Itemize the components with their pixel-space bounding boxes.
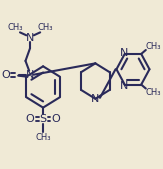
Text: O: O — [52, 114, 60, 124]
Text: O: O — [26, 114, 35, 124]
Text: CH₃: CH₃ — [8, 23, 23, 32]
Text: S: S — [39, 114, 47, 124]
Text: N: N — [120, 48, 128, 58]
Text: N: N — [26, 33, 34, 43]
Text: CH₃: CH₃ — [35, 133, 51, 142]
Text: CH₃: CH₃ — [37, 23, 52, 32]
Text: N: N — [120, 81, 128, 91]
Text: N: N — [26, 70, 34, 80]
Text: N: N — [91, 94, 100, 104]
Text: CH₃: CH₃ — [145, 42, 161, 51]
Text: CH₃: CH₃ — [145, 88, 161, 97]
Text: O: O — [1, 70, 10, 80]
